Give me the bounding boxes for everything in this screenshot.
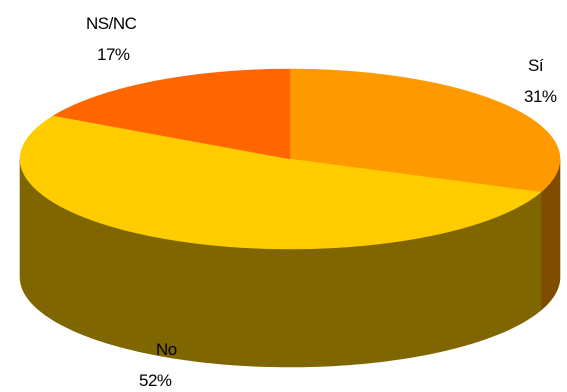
slice-label-no: No xyxy=(156,340,177,359)
pie-slice-no xyxy=(19,115,542,250)
pie-side-shade xyxy=(556,157,560,292)
pie-slice-s xyxy=(289,68,561,193)
slice-label-ns-nc: NS/NC xyxy=(86,14,137,33)
slice-label-s: Sí xyxy=(528,56,544,75)
slice-percent-s: 31% xyxy=(524,87,557,106)
slice-percent-ns-nc: 17% xyxy=(97,45,130,64)
slice-percent-no: 52% xyxy=(139,371,172,387)
pie-slice-ns-nc xyxy=(52,68,291,160)
